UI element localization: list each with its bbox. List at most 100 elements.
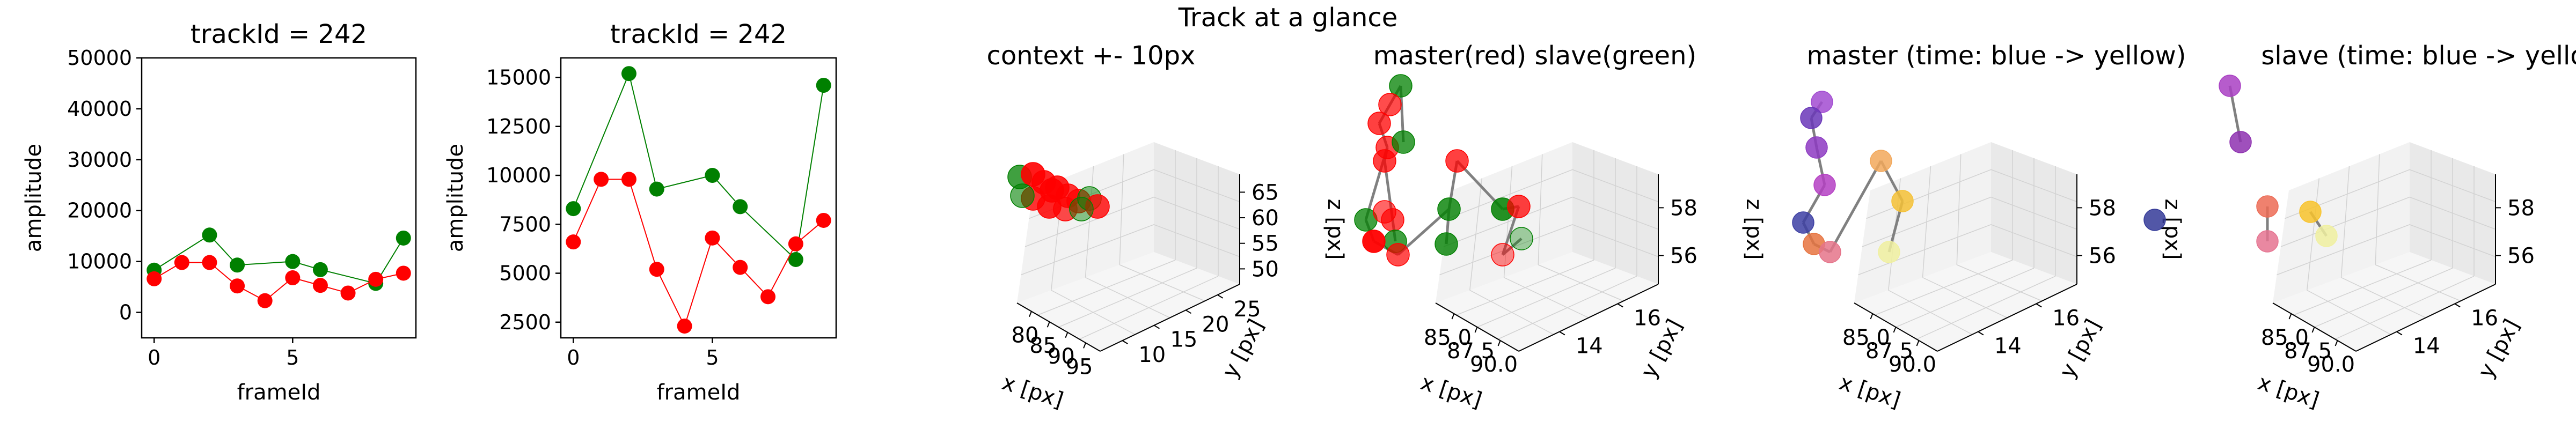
- y-tick-label: 30000: [67, 148, 132, 172]
- data-point: [1507, 195, 1531, 218]
- x-tick-label: 80: [1012, 323, 1039, 348]
- data-point: [2229, 131, 2252, 153]
- grid-line: [2375, 264, 2461, 301]
- panel-6: slave (time: blue -> yellow) 85.087.590.0…: [2143, 41, 2576, 413]
- panel-4: master(red) slave(green) 85.087.590.0 14 16…: [1354, 41, 1766, 413]
- panel-title: slave (time: blue -> yellow): [2261, 41, 2576, 71]
- x-tick-label: 85.0: [1842, 326, 1890, 350]
- data-point: [202, 227, 217, 243]
- y-tick-label: 40000: [67, 97, 132, 121]
- z-tick-label: 58: [2507, 196, 2535, 220]
- grid-line: [1021, 224, 1240, 276]
- z-tick-label: 50: [1252, 257, 1279, 282]
- x-tick-mark: [1083, 342, 1086, 349]
- data-point: [1870, 150, 1892, 172]
- x-tick-mark: [1029, 311, 1032, 317]
- y-tick-label: 12500: [486, 115, 551, 138]
- data-point: [230, 278, 245, 294]
- z-tick-label: 60: [1252, 206, 1279, 231]
- data-point: [1373, 200, 1396, 224]
- data-point: [621, 172, 636, 187]
- data-point: [2315, 225, 2338, 247]
- data-point: [733, 199, 748, 214]
- data-point: [816, 78, 831, 93]
- z-tick-label: 58: [1670, 196, 1697, 220]
- x-tick-mark: [1870, 313, 1874, 320]
- floor-pane: [1854, 252, 2077, 351]
- x-tick-label: 5: [286, 346, 299, 369]
- data-point: [1367, 112, 1391, 135]
- x-axis-line: [1016, 302, 1101, 352]
- data-point: [705, 230, 720, 246]
- data-point: [1362, 230, 1386, 253]
- data-point: [1040, 178, 1064, 203]
- data-point: [1792, 211, 1814, 234]
- data-point: [257, 293, 273, 308]
- grid-line: [1538, 154, 1543, 265]
- grid-line: [2314, 268, 2453, 328]
- data-point: [340, 285, 356, 301]
- x-tick-label: 5: [706, 346, 719, 369]
- x-tick-mark: [1451, 313, 1455, 320]
- floor-pane: [2273, 252, 2496, 351]
- data-point: [1389, 74, 1413, 98]
- grid-line: [1024, 196, 1240, 247]
- data-point: [566, 201, 581, 217]
- y-axis-label: amplitude: [443, 144, 468, 252]
- x-tick-label: 85.0: [1424, 326, 1472, 350]
- y-tick-mark: [2454, 303, 2461, 308]
- y-tick-label: 7500: [499, 212, 551, 236]
- y-tick-label: 16: [2471, 306, 2498, 330]
- y-tick-label: 14: [1994, 334, 2022, 359]
- x-tick-label: 87.5: [2284, 339, 2332, 364]
- data-point: [2299, 201, 2322, 223]
- y-axis-label: amplitude: [21, 144, 46, 252]
- data-point: [1491, 243, 1514, 267]
- data-point: [312, 262, 328, 277]
- data-point: [1811, 91, 1833, 113]
- data-point: [312, 278, 328, 293]
- data-point: [788, 236, 803, 252]
- data-point: [1378, 93, 1402, 116]
- panel-title: trackId = 242: [191, 19, 367, 49]
- x-axis-label: frameId: [657, 380, 741, 405]
- grid-line: [1477, 268, 1616, 328]
- grid-line: [2375, 154, 2380, 265]
- x-tick-mark: [1916, 340, 1920, 346]
- data-point: [230, 257, 245, 273]
- grid-line: [1119, 154, 1124, 265]
- x-tick-label: 0: [148, 346, 160, 369]
- panel-title: context +- 10px: [987, 41, 1196, 71]
- data-point: [566, 234, 581, 250]
- y-tick-label: 50000: [67, 46, 132, 70]
- y-tick-label: 14: [2413, 334, 2440, 359]
- series-line: [573, 71, 824, 261]
- data-point: [1891, 190, 1914, 212]
- z-tick-label: 56: [2089, 244, 2116, 269]
- z-tick-label: 55: [1252, 232, 1279, 256]
- series-line: [573, 179, 824, 328]
- panel-5: master (time: blue -> yellow) 85.087.590.…: [1792, 41, 2186, 413]
- y-tick-label: 20000: [67, 199, 132, 223]
- data-point: [1386, 243, 1410, 267]
- y-tick-label: 0: [119, 301, 132, 324]
- x-tick-label: 0: [567, 346, 580, 369]
- y-tick-label: 10: [1138, 343, 1166, 367]
- z-axis-label: z [px]: [1323, 199, 1348, 260]
- y-tick-mark: [1122, 340, 1128, 344]
- data-point: [1813, 174, 1836, 196]
- data-point: [816, 212, 831, 228]
- grid-line: [2277, 224, 2496, 276]
- data-point: [1373, 149, 1396, 173]
- trajectory-line: [1828, 160, 1883, 253]
- x-axis-label: frameId: [237, 380, 321, 405]
- series-line: [153, 234, 404, 284]
- y-tick-label: 2500: [499, 310, 551, 334]
- y-axis-line: [1937, 284, 2077, 352]
- panel-title: master(red) slave(green): [1373, 41, 1696, 71]
- data-point: [1445, 149, 1469, 173]
- data-point: [1392, 130, 1415, 154]
- axes-frame: [141, 57, 417, 339]
- grid-line: [1956, 264, 2043, 301]
